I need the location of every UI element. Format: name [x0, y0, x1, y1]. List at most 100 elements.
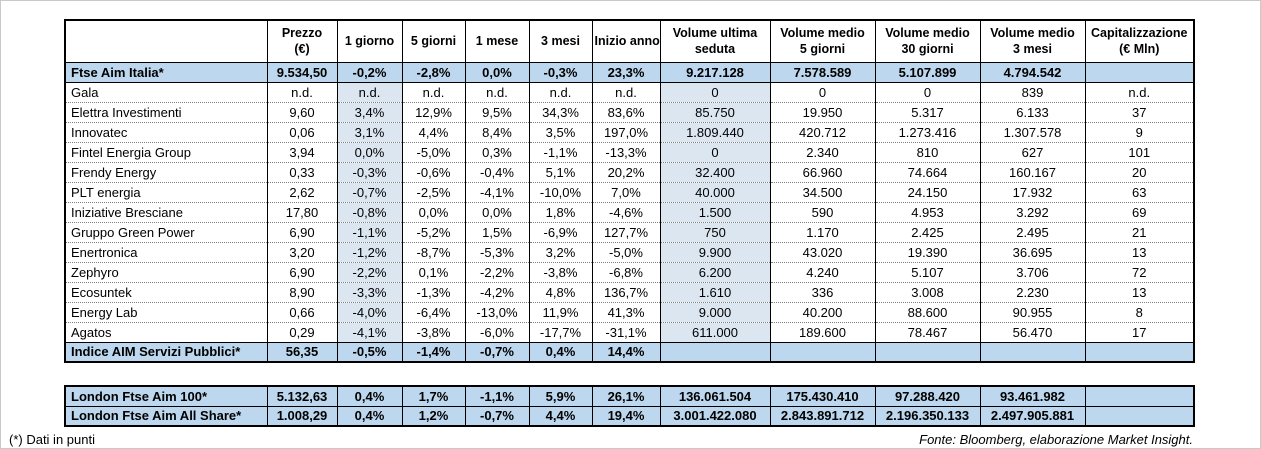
value-cell: -3,8%: [401, 321, 466, 342]
value-cell: 3,20: [266, 241, 338, 262]
value-cell: 12,9%: [401, 101, 466, 122]
value-cell: 66.960: [769, 161, 876, 182]
value-cell: -5,0%: [401, 141, 466, 162]
value-cell: 2.230: [979, 281, 1086, 302]
value-cell: 2.196.350.133: [874, 405, 981, 427]
value-cell: 101: [1084, 141, 1195, 162]
value-cell: 3,4%: [336, 101, 403, 122]
value-cell: -17,7%: [528, 321, 593, 342]
table-row: Zephyro 6,90 -2,2% 0,1% -2,2% -3,8% -6,8% 6.200…: [64, 261, 1195, 282]
value-cell: n.d.: [401, 81, 466, 102]
value-cell: 20: [1084, 161, 1195, 182]
value-cell: 3.706: [979, 261, 1086, 282]
column-header: 5 giorni: [401, 19, 466, 63]
value-cell: 17.932: [979, 181, 1086, 202]
value-cell: 810: [874, 141, 981, 162]
value-cell: 160.167: [979, 161, 1086, 182]
value-cell: -0,4%: [464, 161, 530, 182]
value-cell: 40.200: [769, 301, 876, 322]
value-cell: 0,0%: [336, 141, 403, 162]
value-cell: 839: [979, 81, 1086, 102]
value-cell: 8,90: [266, 281, 338, 302]
value-cell: 5,9%: [528, 385, 593, 407]
value-cell: -2,2%: [464, 261, 530, 282]
table-row: Gala n.d. n.d. n.d. n.d. n.d. n.d. 0 0 0 839 n.d.: [64, 81, 1195, 102]
row-name-cell: Frendy Energy: [64, 161, 268, 182]
value-cell: [659, 341, 771, 363]
value-cell: -1,1%: [336, 221, 403, 242]
value-cell: 611.000: [659, 321, 771, 342]
value-cell: 2.843.891.712: [769, 405, 876, 427]
footnote: (*) Dati in punti: [9, 432, 95, 447]
value-cell: -0,6%: [401, 161, 466, 182]
value-cell: -0,2%: [336, 61, 403, 83]
table-row: Enertronica 3,20 -1,2% -8,7% -5,3% 3,2% -5,0% 9…: [64, 241, 1195, 262]
row-name-cell: Agatos: [64, 321, 268, 342]
row-name-cell: Enertronica: [64, 241, 268, 262]
value-cell: 78.467: [874, 321, 981, 342]
value-cell: -5,0%: [591, 241, 661, 262]
value-cell: 3,5%: [528, 121, 593, 142]
table-row: Gruppo Green Power 6,90 -1,1% -5,2% 1,5% -6,9…: [64, 221, 1195, 242]
row-name-cell: Innovatec: [64, 121, 268, 142]
value-cell: 0,4%: [528, 341, 593, 363]
value-cell: 19,4%: [591, 405, 661, 427]
row-name-cell: Iniziative Bresciane: [64, 201, 268, 222]
value-cell: 90.955: [979, 301, 1086, 322]
value-cell: 56.470: [979, 321, 1086, 342]
value-cell: n.d.: [528, 81, 593, 102]
value-cell: 8: [1084, 301, 1195, 322]
column-header: 3 mesi: [528, 19, 593, 63]
value-cell: 34.500: [769, 181, 876, 202]
value-cell: 2.340: [769, 141, 876, 162]
value-cell: 1.307.578: [979, 121, 1086, 142]
index-summary-row: London Ftse Aim 100* 5.132,63 0,4% 1,7% -1,1…: [64, 385, 1195, 407]
value-cell: n.d.: [266, 81, 338, 102]
table-row: Agatos 0,29 -4,1% -3,8% -6,0% -17,7% -31,1% 611…: [64, 321, 1195, 342]
row-name-cell: Energy Lab: [64, 301, 268, 322]
column-header: Volume ultima seduta: [659, 19, 771, 63]
value-cell: 69: [1084, 201, 1195, 222]
value-cell: -31,1%: [591, 321, 661, 342]
row-name-cell: Gruppo Green Power: [64, 221, 268, 242]
table-row: Frendy Energy 0,33 -0,3% -0,6% -0,4% 5,1% 20,2…: [64, 161, 1195, 182]
value-cell: -3,8%: [528, 261, 593, 282]
value-cell: n.d.: [336, 81, 403, 102]
table-row: Fintel Energia Group 3,94 0,0% -5,0% 0,3% -1,…: [64, 141, 1195, 162]
value-cell: 127,7%: [591, 221, 661, 242]
column-header: 1 mese: [464, 19, 530, 63]
table-row: PLT energia 2,62 -0,7% -2,5% -4,1% -10,0% 7,0%…: [64, 181, 1195, 202]
column-header: Volume medio 5 giorni: [769, 19, 876, 63]
value-cell: -8,7%: [401, 241, 466, 262]
aim-italia-table: Prezzo (€) 1 giorno 5 giorni 1 mese 3 mesi In…: [64, 19, 1195, 363]
index-summary-row: Indice AIM Servizi Pubblici* 56,35 -0,5% -1…: [64, 341, 1195, 363]
value-cell: 2.497.905.881: [979, 405, 1086, 427]
value-cell: 21: [1084, 221, 1195, 242]
value-cell: 9,60: [266, 101, 338, 122]
value-cell: 2.495: [979, 221, 1086, 242]
value-cell: 0: [659, 141, 771, 162]
value-cell: -13,0%: [464, 301, 530, 322]
value-cell: [1084, 385, 1195, 407]
value-cell: 4,8%: [528, 281, 593, 302]
row-name-cell: Ecosuntek: [64, 281, 268, 302]
value-cell: -6,9%: [528, 221, 593, 242]
value-cell: 97.288.420: [874, 385, 981, 407]
value-cell: 189.600: [769, 321, 876, 342]
value-cell: [979, 341, 1086, 363]
value-cell: [1084, 61, 1195, 83]
column-header: Inizio anno: [591, 19, 661, 63]
value-cell: 32.400: [659, 161, 771, 182]
column-header: Volume medio 30 giorni: [874, 19, 981, 63]
value-cell: 0,4%: [336, 405, 403, 427]
value-cell: 41,3%: [591, 301, 661, 322]
value-cell: -1,1%: [464, 385, 530, 407]
value-cell: 88.600: [874, 301, 981, 322]
value-cell: 20,2%: [591, 161, 661, 182]
value-cell: 175.430.410: [769, 385, 876, 407]
value-cell: 1,5%: [464, 221, 530, 242]
value-cell: 2.425: [874, 221, 981, 242]
value-cell: 1.809.440: [659, 121, 771, 142]
value-cell: 83,6%: [591, 101, 661, 122]
